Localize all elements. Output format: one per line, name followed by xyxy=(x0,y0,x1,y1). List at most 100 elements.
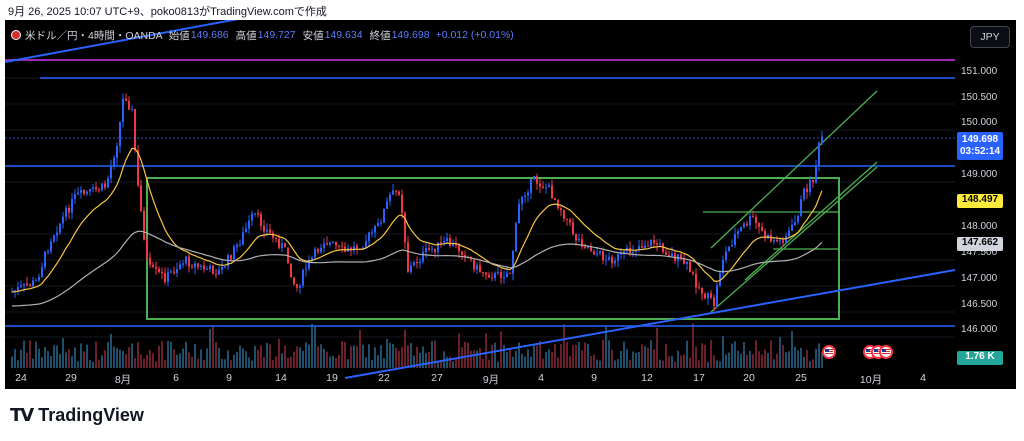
candle-body xyxy=(437,242,439,252)
candle-body xyxy=(191,266,193,268)
symbol-label[interactable]: 米ドル／円・4時間・OANDA xyxy=(25,29,163,42)
candle-body xyxy=(224,266,226,268)
low-value: 149.634 xyxy=(324,29,363,41)
candle-body xyxy=(416,261,418,264)
channel-upper xyxy=(710,90,878,249)
volume-bar xyxy=(758,351,760,368)
volume-bar xyxy=(29,340,31,368)
volume-bar xyxy=(134,357,136,368)
candle-body xyxy=(149,257,151,265)
volume-bar xyxy=(341,341,343,368)
volume-bar xyxy=(419,352,421,368)
candle-body xyxy=(212,265,214,275)
candle-body xyxy=(575,234,577,241)
volume-bar xyxy=(14,349,16,368)
volume-bar xyxy=(512,356,514,368)
candle-body xyxy=(38,277,40,281)
candle-body xyxy=(653,239,655,244)
volume-bar xyxy=(320,344,322,368)
volume-bar xyxy=(584,342,586,368)
volume-bar xyxy=(236,351,238,368)
volume-bar xyxy=(83,351,85,368)
candle-body xyxy=(422,251,424,262)
volume-bar xyxy=(59,354,61,368)
price-axis[interactable]: 151.000 150.500 150.000 149.000 148.000 … xyxy=(955,20,1016,389)
candle-body xyxy=(164,273,166,282)
candle-body xyxy=(371,232,373,234)
candle-body xyxy=(695,273,697,288)
volume-bar xyxy=(233,354,235,368)
candle-body xyxy=(752,216,754,218)
volume-bar xyxy=(137,342,139,368)
volume-bar xyxy=(725,354,727,368)
candle-body xyxy=(614,260,616,264)
candle-body xyxy=(146,239,148,258)
candle-body xyxy=(104,183,106,188)
price-tick: 146.000 xyxy=(961,324,998,335)
candle-body xyxy=(284,243,286,248)
volume-bar xyxy=(101,355,103,368)
volume-bar xyxy=(449,356,451,368)
volume-bar xyxy=(368,344,370,368)
chart-panel[interactable]: 米ドル／円・4時間・OANDA 始値 149.686 高値 149.727 安値… xyxy=(5,20,1016,389)
volume-bar xyxy=(113,346,115,368)
volume-bar xyxy=(794,346,796,368)
volume-bar xyxy=(41,357,43,368)
candle-body xyxy=(692,272,694,274)
us-event-icon[interactable] xyxy=(822,345,836,359)
candle-body xyxy=(794,222,796,225)
candle-body xyxy=(656,243,658,245)
candle-body xyxy=(395,190,397,192)
candle-body xyxy=(41,266,43,278)
candle-body xyxy=(380,222,382,224)
volume-bar xyxy=(215,341,217,368)
candle-body xyxy=(185,256,187,264)
volume-bar xyxy=(668,356,670,368)
volume-bar xyxy=(152,353,154,368)
volume-bar xyxy=(323,348,325,368)
candle-body xyxy=(314,249,316,258)
candle-body xyxy=(638,246,640,251)
volume-bar xyxy=(731,343,733,368)
yellow-level-badge: 148.497 xyxy=(957,194,1003,208)
volume-bar xyxy=(230,360,232,368)
candle-body xyxy=(680,254,682,258)
candle-body xyxy=(602,251,604,261)
candle-body xyxy=(491,277,493,279)
volume-bar xyxy=(224,359,226,368)
candle-body xyxy=(248,220,250,229)
volume-bar xyxy=(686,340,688,368)
volume-bar xyxy=(365,357,367,368)
volume-bar xyxy=(125,353,127,368)
volume-bar xyxy=(17,360,19,368)
volume-bar xyxy=(296,346,298,368)
volume-bar xyxy=(695,346,697,368)
price-plot[interactable] xyxy=(5,20,955,389)
volume-bar xyxy=(431,341,433,368)
volume-bar xyxy=(698,360,700,368)
volume-bar xyxy=(107,342,109,368)
candle-body xyxy=(584,246,586,249)
candle-body xyxy=(107,178,109,188)
volume-bar xyxy=(608,340,610,368)
volume-bar xyxy=(548,349,550,368)
volume-bar xyxy=(20,349,22,368)
volume-bar xyxy=(218,348,220,368)
candle-body xyxy=(461,251,463,256)
candle-body xyxy=(218,269,220,275)
candle-body xyxy=(440,242,442,244)
candle-body xyxy=(458,245,460,252)
volume-bar xyxy=(308,344,310,368)
us-event-icon[interactable] xyxy=(879,345,893,359)
time-axis[interactable]: 24 29 8月 6 9 14 19 22 27 9月 4 9 12 17 20… xyxy=(5,368,955,389)
volume-bar xyxy=(734,341,736,368)
currency-button[interactable]: JPY xyxy=(970,26,1010,48)
volume-bar xyxy=(704,344,706,368)
volume-bar xyxy=(317,346,319,368)
volume-bar xyxy=(383,358,385,368)
candle-body xyxy=(92,187,94,189)
candle-body xyxy=(377,223,379,226)
candle-body xyxy=(98,189,100,191)
volume-bar xyxy=(791,331,793,368)
volume-bar xyxy=(287,357,289,368)
